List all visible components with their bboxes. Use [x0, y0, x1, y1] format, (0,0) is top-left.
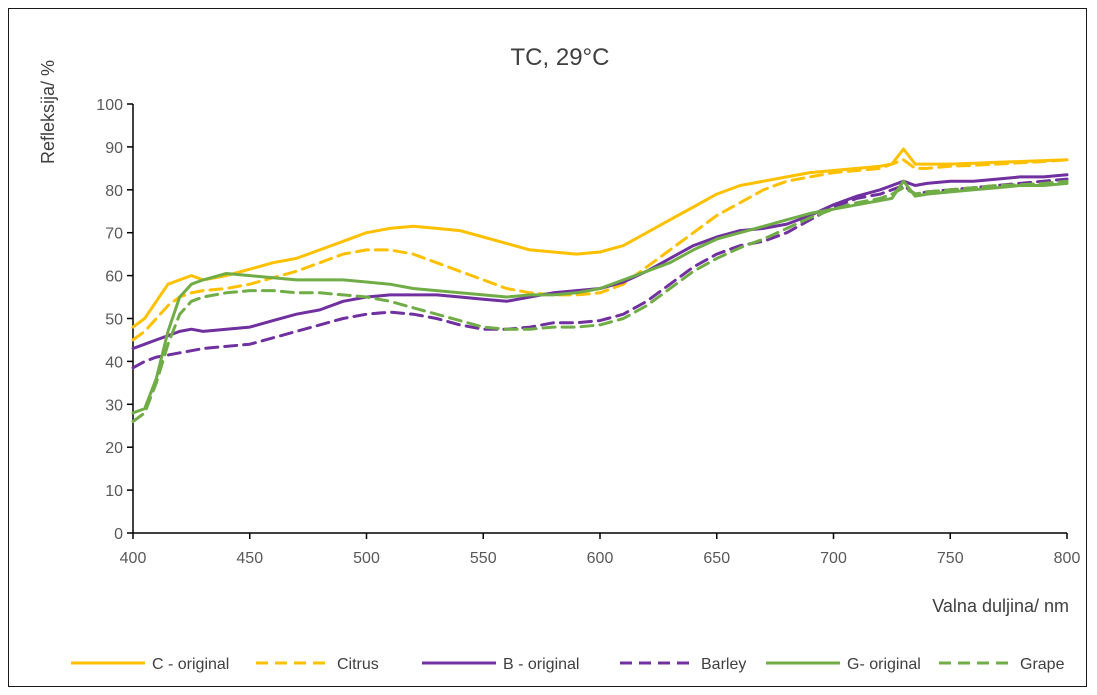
- series-line-grape: [131, 179, 1069, 423]
- x-tick-label: 800: [1054, 550, 1081, 567]
- y-tick-label: 70: [105, 226, 123, 243]
- legend-label-grape: Grape: [1020, 656, 1065, 673]
- legend-label-citrus: Citrus: [337, 656, 379, 673]
- series-line-c-original: [131, 147, 1069, 329]
- series-line-g-original: [131, 179, 1069, 415]
- legend-label-b-original: B - original: [503, 656, 579, 673]
- chart-frame: [8, 8, 1087, 687]
- x-tick-label: 500: [353, 550, 380, 567]
- x-tick-label: 750: [937, 550, 964, 567]
- legend-label-g-original: G- original: [847, 656, 921, 673]
- y-tick-label: 10: [105, 483, 123, 500]
- x-tick-label: 600: [587, 550, 614, 567]
- series-line-citrus: [131, 158, 1069, 342]
- series-line-barley: [131, 177, 1069, 370]
- legend-label-c-original: C - original: [152, 656, 229, 673]
- y-tick-label: 40: [105, 354, 123, 371]
- x-tick-label: 400: [120, 550, 147, 567]
- x-tick-label: 650: [703, 550, 730, 567]
- y-tick-label: 90: [105, 140, 123, 157]
- y-tick-label: 0: [114, 526, 123, 543]
- y-tick-label: 50: [105, 312, 123, 329]
- x-axis-label: Valna duljina/ nm: [932, 596, 1069, 616]
- y-axis-label: Refleksija/ %: [38, 60, 58, 164]
- chart-title: TC, 29°C: [511, 44, 610, 71]
- y-tick-label: 20: [105, 440, 123, 457]
- y-tick-label: 60: [105, 269, 123, 286]
- legend-label-barley: Barley: [701, 656, 746, 673]
- x-tick-label: 550: [470, 550, 497, 567]
- y-tick-label: 80: [105, 183, 123, 200]
- y-tick-label: 30: [105, 397, 123, 414]
- x-tick-label: 700: [820, 550, 847, 567]
- y-tick-label: 100: [96, 97, 123, 114]
- x-tick-label: 450: [236, 550, 263, 567]
